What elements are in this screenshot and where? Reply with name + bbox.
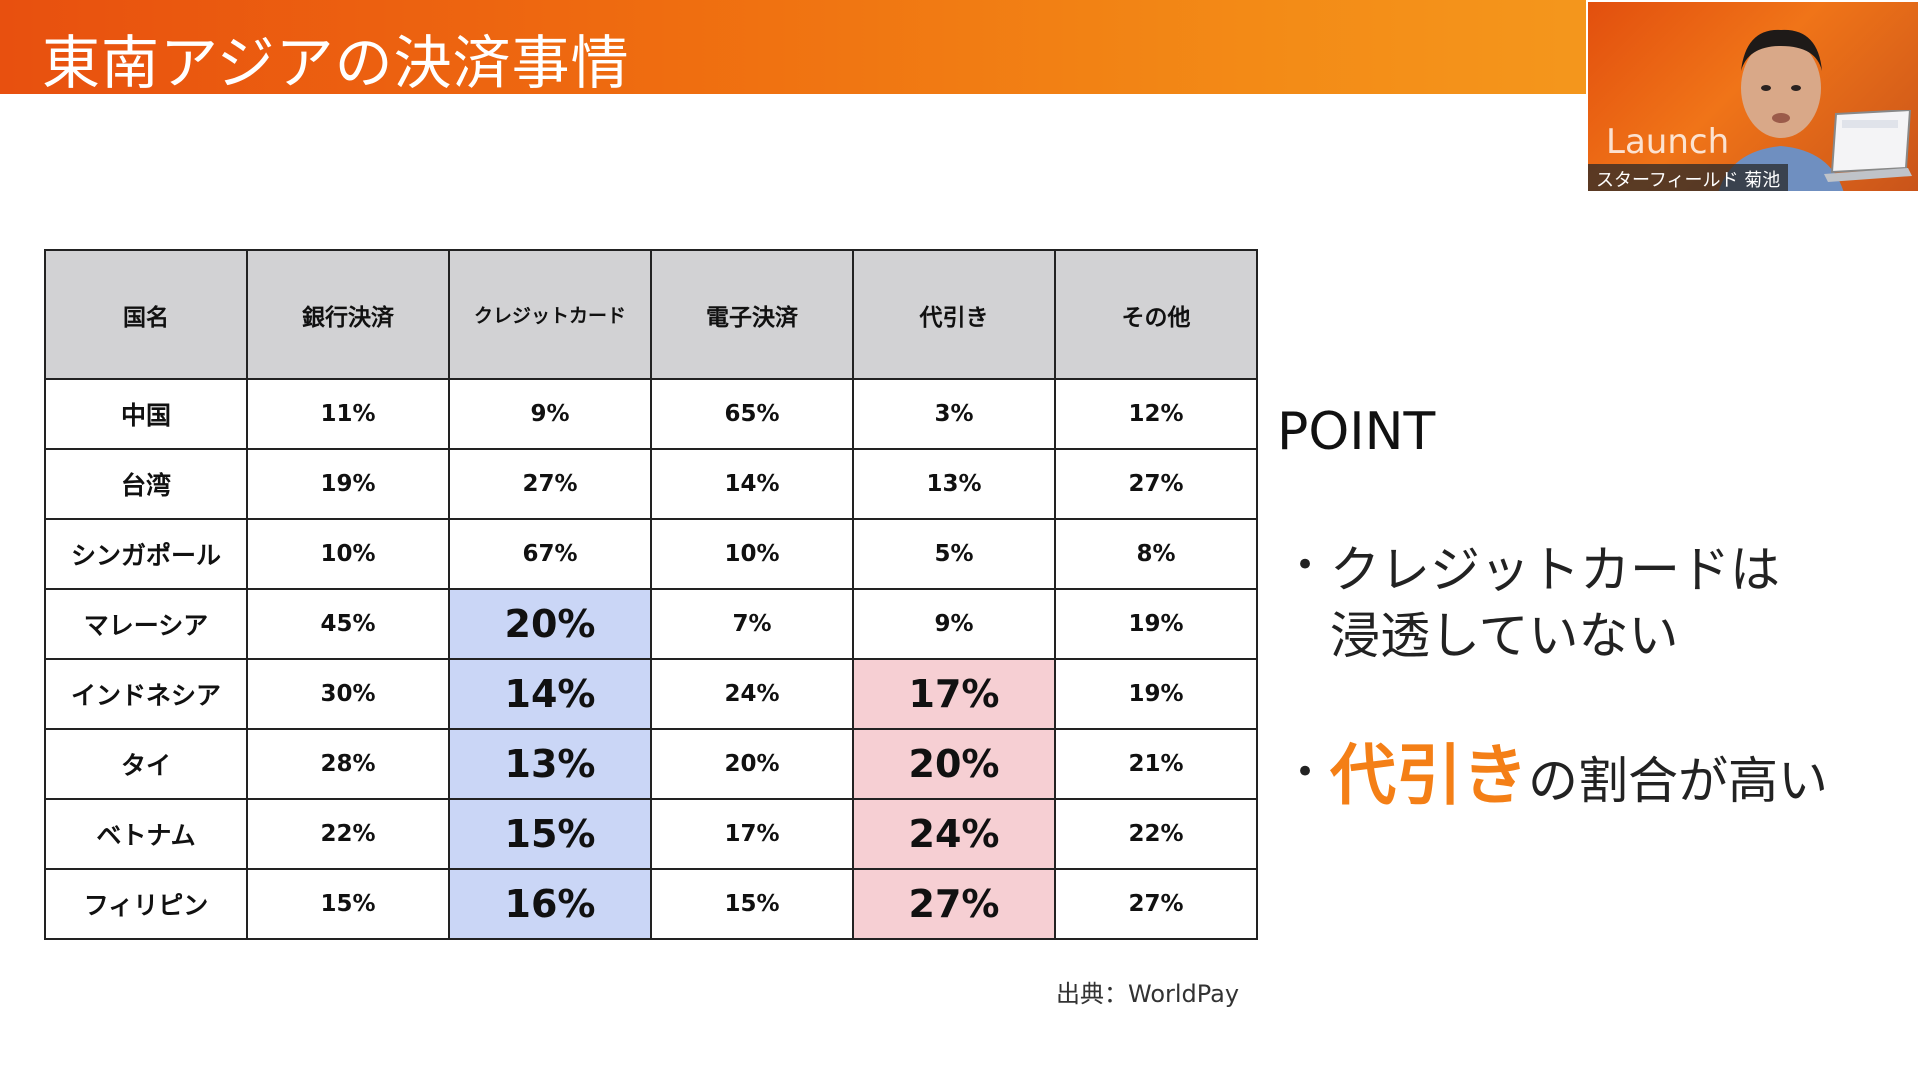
bullet-dot-icon: • (1295, 752, 1316, 792)
laptop-icon (1824, 110, 1912, 182)
cell-credit-card-highlighted: 15% (448, 798, 652, 870)
cell-other: 19% (1054, 588, 1258, 660)
cell-country: インドネシア (44, 658, 248, 730)
cell-country: 台湾 (44, 448, 248, 520)
cell-credit-card: 67% (448, 518, 652, 590)
cell-bank: 11% (246, 378, 450, 450)
webcam-logo: Launch (1606, 122, 1730, 162)
table-row: インドネシア 30% 14% 24% 17% 19% (44, 658, 1258, 730)
table-row: マレーシア 45% 20% 7% 9% 19% (44, 588, 1258, 660)
cell-cod-highlighted: 17% (852, 658, 1056, 730)
cell-cod: 5% (852, 518, 1056, 590)
cell-cod-highlighted: 20% (852, 728, 1056, 800)
bullet-dot-icon: • (1295, 545, 1316, 585)
cell-e-payment: 24% (650, 658, 854, 730)
cell-cod-highlighted: 27% (852, 868, 1056, 940)
table-row: タイ 28% 13% 20% 20% 21% (44, 728, 1258, 800)
bullet-2-accent: 代引き (1330, 737, 1528, 814)
cell-e-payment: 17% (650, 798, 854, 870)
presenter-avatar (1718, 29, 1844, 191)
header-cod: 代引き (852, 249, 1056, 380)
cell-other: 22% (1054, 798, 1258, 870)
header-bank: 銀行決済 (246, 249, 450, 380)
header-other: その他 (1054, 249, 1258, 380)
header-country: 国名 (44, 249, 248, 380)
header-e-payment: 電子決済 (650, 249, 854, 380)
cell-bank: 28% (246, 728, 450, 800)
bullet-1-line-1: クレジットカードは (1330, 541, 1780, 599)
cell-country: シンガポール (44, 518, 248, 590)
cell-e-payment: 7% (650, 588, 854, 660)
cell-other: 27% (1054, 868, 1258, 940)
cell-other: 27% (1054, 448, 1258, 520)
cell-other: 8% (1054, 518, 1258, 590)
table-row: ベトナム 22% 15% 17% 24% 22% (44, 798, 1258, 870)
presenter-name-label: スターフィールド 菊池 (1588, 164, 1789, 191)
table-row: フィリピン 15% 16% 15% 27% 27% (44, 868, 1258, 940)
payment-table: 国名 銀行決済 クレジットカード 電子決済 代引き その他 中国 11% 9% … (44, 249, 1258, 940)
cell-bank: 15% (246, 868, 450, 940)
cell-credit-card-highlighted: 14% (448, 658, 652, 730)
cell-bank: 19% (246, 448, 450, 520)
slide-title: 東南アジアの決済事情 (42, 29, 630, 97)
cell-country: マレーシア (44, 588, 248, 660)
cell-other: 21% (1054, 728, 1258, 800)
point-heading: POINT (1277, 402, 1436, 462)
cell-country: フィリピン (44, 868, 248, 940)
cell-credit-card-highlighted: 20% (448, 588, 652, 660)
cell-e-payment: 20% (650, 728, 854, 800)
table-row: 中国 11% 9% 65% 3% 12% (44, 378, 1258, 450)
cell-country: ベトナム (44, 798, 248, 870)
cell-credit-card: 9% (448, 378, 652, 450)
cell-bank: 30% (246, 658, 450, 730)
cell-credit-card: 27% (448, 448, 652, 520)
table-row: 台湾 19% 27% 14% 13% 27% (44, 448, 1258, 520)
header-credit-card: クレジットカード (448, 249, 652, 380)
cell-e-payment: 65% (650, 378, 854, 450)
cell-other: 19% (1054, 658, 1258, 730)
cell-e-payment: 10% (650, 518, 854, 590)
cell-e-payment: 14% (650, 448, 854, 520)
cell-cod: 13% (852, 448, 1056, 520)
cell-cod: 3% (852, 378, 1056, 450)
webcam-feed[interactable]: Launch スターフィールド 菊池 (1586, 0, 1920, 193)
bullet-2-line: 代引きの割合が高い (1330, 722, 1828, 818)
cell-credit-card-highlighted: 13% (448, 728, 652, 800)
bullet-1-line-2: 浸透していない (1330, 607, 1679, 665)
table-header-row: 国名 銀行決済 クレジットカード 電子決済 代引き その他 (44, 249, 1258, 380)
cell-e-payment: 15% (650, 868, 854, 940)
cell-country: 中国 (44, 378, 248, 450)
cell-bank: 22% (246, 798, 450, 870)
cell-bank: 10% (246, 518, 450, 590)
cell-other: 12% (1054, 378, 1258, 450)
cell-cod-highlighted: 24% (852, 798, 1056, 870)
table-row: シンガポール 10% 67% 10% 5% 8% (44, 518, 1258, 590)
bullet-2-rest: の割合が高い (1528, 752, 1828, 810)
cell-country: タイ (44, 728, 248, 800)
source-citation: 出典：WorldPay (1056, 980, 1240, 1008)
cell-bank: 45% (246, 588, 450, 660)
cell-cod: 9% (852, 588, 1056, 660)
cell-credit-card-highlighted: 16% (448, 868, 652, 940)
